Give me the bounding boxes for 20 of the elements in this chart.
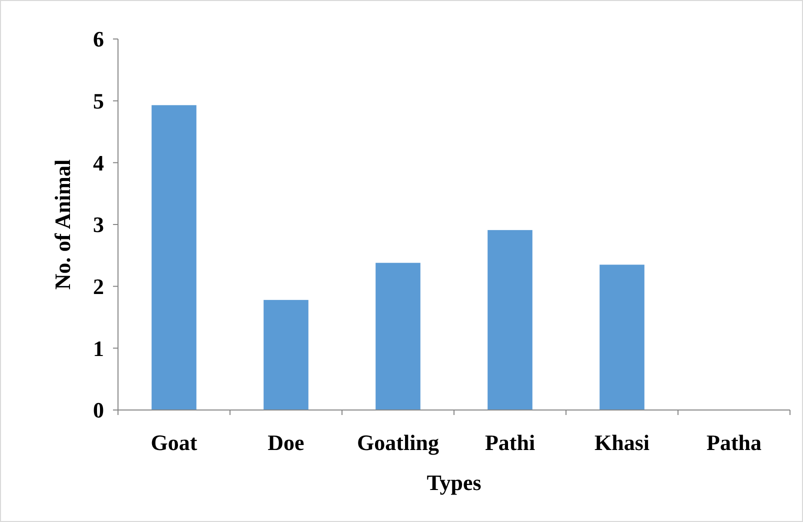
bar [376,262,420,410]
x-tick-label: Goat [150,430,198,455]
y-tick-label: 0 [93,398,104,423]
x-axis-title: Types [426,470,482,495]
y-axis-title: No. of Animal [50,159,75,290]
bar [264,300,308,410]
bar [152,105,196,410]
bar [600,264,644,410]
x-tick-label: Pathi [484,430,536,455]
y-tick-label: 1 [93,336,104,361]
x-tick-label: Patha [706,430,762,455]
y-tick-label: 4 [93,150,104,176]
y-tick-label: 5 [93,88,104,114]
bar [488,230,532,410]
y-tick-label: 3 [93,212,104,238]
x-tick-label: Goatling [357,430,439,455]
x-tick-label: Doe [268,430,305,455]
y-tick-label: 6 [93,26,104,52]
y-tick-label: 2 [93,274,104,300]
x-tick-label: Khasi [594,430,650,455]
